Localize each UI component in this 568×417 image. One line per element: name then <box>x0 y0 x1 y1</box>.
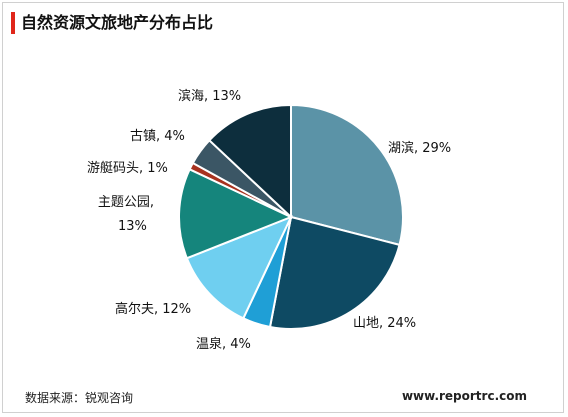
pie-slice-1 <box>290 103 404 247</box>
slice-label-2: 山地, 24% <box>353 316 416 331</box>
slice-label-6: 游艇码头, 1% <box>87 161 168 176</box>
slice-label-8: 滨海, 13% <box>178 88 241 104</box>
slice-label-5: 主题公园, 13% <box>98 195 154 234</box>
slice-label-1: 湖滨, 29% <box>388 140 451 156</box>
pie-slice-8 <box>207 103 292 220</box>
slice-label-3: 温泉, 4% <box>196 336 251 352</box>
pie-slice-4 <box>185 215 293 320</box>
website-url: www.reportrc.com <box>401 389 527 403</box>
pie-slices <box>178 103 404 330</box>
pie-slice-5 <box>178 167 294 260</box>
title-accent-bar <box>11 12 15 34</box>
slice-label-7: 古镇, 4% <box>130 129 185 144</box>
pie-labels: 湖滨, 29% 山地, 24% 温泉, 4% 高尔夫, 12% 主题公园, 13% 游艇码头… <box>87 88 451 352</box>
slice-label-4: 高尔夫, 12% <box>115 301 191 317</box>
chart-title: 自然资源文旅地产分布占比 <box>21 13 214 32</box>
pie-slice-2 <box>268 215 401 330</box>
data-source: 数据来源：锐观咨询 <box>25 391 134 405</box>
